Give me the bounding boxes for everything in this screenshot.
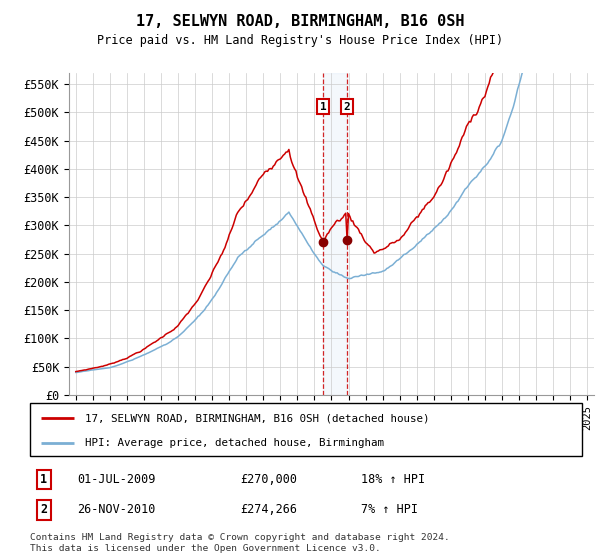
Text: 7% ↑ HPI: 7% ↑ HPI (361, 503, 418, 516)
Bar (323, 73, 347, 395)
Text: Price paid vs. HM Land Registry's House Price Index (HPI): Price paid vs. HM Land Registry's House … (97, 34, 503, 46)
Text: £274,266: £274,266 (240, 503, 297, 516)
Text: 1: 1 (320, 102, 326, 111)
Text: £270,000: £270,000 (240, 473, 297, 486)
Text: 01-JUL-2009: 01-JUL-2009 (77, 473, 155, 486)
Text: 17, SELWYN ROAD, BIRMINGHAM, B16 0SH: 17, SELWYN ROAD, BIRMINGHAM, B16 0SH (136, 14, 464, 29)
Text: 17, SELWYN ROAD, BIRMINGHAM, B16 0SH (detached house): 17, SELWYN ROAD, BIRMINGHAM, B16 0SH (de… (85, 413, 430, 423)
Text: 1: 1 (40, 473, 47, 486)
Text: HPI: Average price, detached house, Birmingham: HPI: Average price, detached house, Birm… (85, 438, 384, 448)
FancyBboxPatch shape (30, 403, 582, 456)
Text: 26-NOV-2010: 26-NOV-2010 (77, 503, 155, 516)
Text: 18% ↑ HPI: 18% ↑ HPI (361, 473, 425, 486)
Text: 2: 2 (344, 102, 350, 111)
Text: 2: 2 (40, 503, 47, 516)
Text: Contains HM Land Registry data © Crown copyright and database right 2024.
This d: Contains HM Land Registry data © Crown c… (30, 533, 450, 553)
